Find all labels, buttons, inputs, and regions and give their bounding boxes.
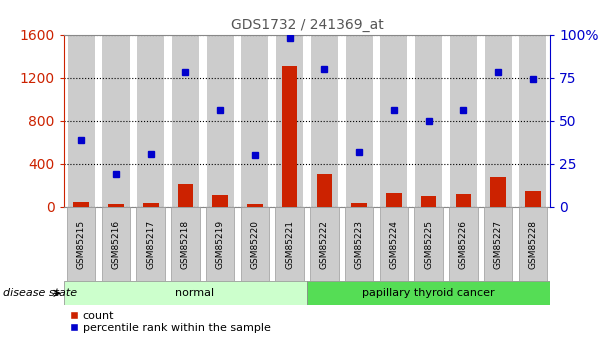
FancyBboxPatch shape: [519, 34, 547, 207]
Text: GSM85215: GSM85215: [77, 219, 86, 269]
Bar: [282, 66, 297, 207]
FancyBboxPatch shape: [450, 34, 477, 207]
Text: GSM85225: GSM85225: [424, 219, 433, 269]
Bar: [455, 194, 471, 207]
FancyBboxPatch shape: [136, 207, 165, 281]
FancyBboxPatch shape: [172, 34, 199, 207]
FancyBboxPatch shape: [449, 207, 478, 281]
Text: GSM85222: GSM85222: [320, 220, 329, 268]
FancyBboxPatch shape: [310, 207, 339, 281]
FancyBboxPatch shape: [381, 34, 407, 207]
Text: GSM85228: GSM85228: [528, 219, 537, 269]
Text: GSM85219: GSM85219: [216, 219, 225, 269]
FancyBboxPatch shape: [171, 207, 199, 281]
Bar: [317, 174, 332, 207]
FancyBboxPatch shape: [484, 207, 513, 281]
Text: GSM85227: GSM85227: [494, 219, 503, 269]
Text: GSM85223: GSM85223: [354, 219, 364, 269]
Text: disease state: disease state: [3, 288, 77, 298]
FancyBboxPatch shape: [67, 34, 95, 207]
Text: GSM85220: GSM85220: [250, 219, 260, 269]
FancyBboxPatch shape: [276, 34, 303, 207]
Legend: count, percentile rank within the sample: count, percentile rank within the sample: [69, 311, 271, 333]
Bar: [108, 204, 124, 207]
Bar: [212, 195, 228, 207]
FancyBboxPatch shape: [415, 207, 443, 281]
FancyBboxPatch shape: [519, 207, 547, 281]
FancyBboxPatch shape: [415, 34, 442, 207]
FancyBboxPatch shape: [311, 34, 338, 207]
Text: GSM85224: GSM85224: [389, 220, 398, 268]
FancyBboxPatch shape: [67, 207, 95, 281]
FancyBboxPatch shape: [485, 34, 512, 207]
Text: GSM85218: GSM85218: [181, 219, 190, 269]
FancyBboxPatch shape: [307, 281, 550, 305]
Bar: [178, 184, 193, 207]
Bar: [143, 203, 159, 207]
Text: normal: normal: [174, 288, 213, 298]
Bar: [351, 203, 367, 207]
FancyBboxPatch shape: [207, 34, 233, 207]
Bar: [421, 196, 437, 207]
Text: papillary thyroid cancer: papillary thyroid cancer: [362, 288, 495, 298]
Text: GSM85217: GSM85217: [146, 219, 155, 269]
Bar: [490, 177, 506, 207]
FancyBboxPatch shape: [137, 34, 164, 207]
FancyBboxPatch shape: [379, 207, 408, 281]
FancyBboxPatch shape: [345, 207, 373, 281]
FancyBboxPatch shape: [102, 207, 130, 281]
Text: GSM85216: GSM85216: [111, 219, 120, 269]
FancyBboxPatch shape: [241, 207, 269, 281]
FancyBboxPatch shape: [64, 281, 307, 305]
FancyBboxPatch shape: [206, 207, 235, 281]
Bar: [74, 201, 89, 207]
Text: GSM85226: GSM85226: [459, 219, 468, 269]
Bar: [247, 204, 263, 207]
FancyBboxPatch shape: [275, 207, 304, 281]
FancyBboxPatch shape: [345, 34, 373, 207]
Bar: [386, 193, 402, 207]
Bar: [525, 191, 541, 207]
Title: GDS1732 / 241369_at: GDS1732 / 241369_at: [230, 18, 384, 32]
FancyBboxPatch shape: [102, 34, 130, 207]
FancyBboxPatch shape: [241, 34, 269, 207]
Text: GSM85221: GSM85221: [285, 219, 294, 269]
